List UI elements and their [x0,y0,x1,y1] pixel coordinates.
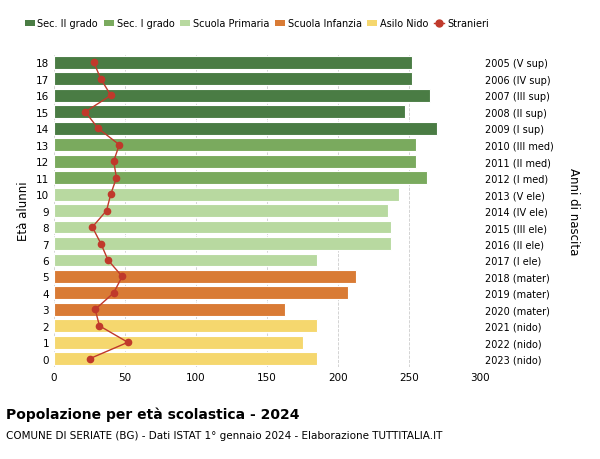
Bar [54,254,317,267]
Text: Popolazione per età scolastica - 2024: Popolazione per età scolastica - 2024 [6,406,299,421]
Text: COMUNE DI SERIATE (BG) - Dati ISTAT 1° gennaio 2024 - Elaborazione TUTTITALIA.IT: COMUNE DI SERIATE (BG) - Dati ISTAT 1° g… [6,430,442,440]
Bar [54,205,388,218]
Bar [54,123,437,135]
Bar [54,73,412,86]
Bar [54,156,416,168]
Bar [54,188,399,201]
Bar [54,303,286,316]
Bar [54,270,356,283]
Bar [54,106,405,119]
Bar [54,57,412,70]
Bar [54,90,430,102]
Legend: Sec. II grado, Sec. I grado, Scuola Primaria, Scuola Infanzia, Asilo Nido, Stran: Sec. II grado, Sec. I grado, Scuola Prim… [25,19,488,29]
Bar [54,353,317,365]
Y-axis label: Anni di nascita: Anni di nascita [568,168,581,255]
Bar [54,238,391,251]
Bar [54,172,427,185]
Bar [54,221,391,234]
Bar [54,139,416,152]
Bar [54,320,317,332]
Bar [54,336,302,349]
Y-axis label: Età alunni: Età alunni [17,181,31,241]
Bar [54,287,348,300]
